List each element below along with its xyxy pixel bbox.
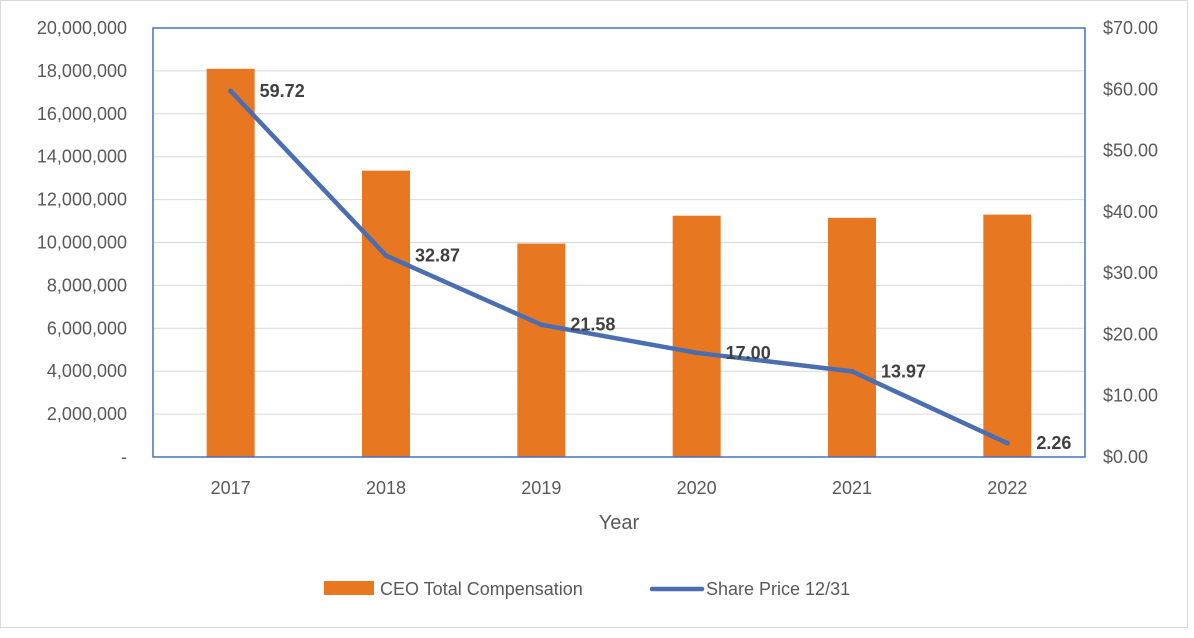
left-axis-tick-label: 14,000,000 <box>37 147 127 167</box>
line-point <box>849 368 855 374</box>
line-point <box>694 350 700 356</box>
left-axis-tick-label: 4,000,000 <box>47 361 127 381</box>
bar <box>983 214 1032 457</box>
x-axis-tick-label: 2017 <box>211 478 251 498</box>
right-axis-tick-label: $30.00 <box>1103 263 1158 283</box>
right-axis-tick-label: $0.00 <box>1103 447 1148 467</box>
bar-series <box>206 68 1032 457</box>
right-axis-tick-label: $10.00 <box>1103 386 1158 406</box>
bar <box>672 215 721 457</box>
data-label: 17.00 <box>726 343 771 363</box>
combo-chart: - 2,000,000 4,000,000 6,000,000 8,000,000 10,… <box>37 18 1158 599</box>
chart-container: - 2,000,000 4,000,000 6,000,000 8,000,000 10,… <box>0 0 1188 628</box>
left-axis-tick-label: 16,000,000 <box>37 104 127 124</box>
plot-frame <box>152 27 1086 458</box>
x-axis-ticks: 2017 2018 2019 2020 2021 2022 <box>211 478 1028 498</box>
data-label: 32.87 <box>415 246 460 266</box>
bar <box>362 170 410 457</box>
left-axis-tick-label: 20,000,000 <box>37 18 127 38</box>
line-series <box>228 88 1010 446</box>
right-axis-tick-label: $20.00 <box>1103 324 1158 344</box>
x-axis-title: Year <box>599 512 640 534</box>
x-axis-tick-label: 2019 <box>521 478 561 498</box>
x-axis-tick-label: 2018 <box>366 478 406 498</box>
right-axis-ticks: $0.00 $10.00 $20.00 $30.00 $40.00 $50.00 $60.0… <box>1103 18 1158 467</box>
right-axis-tick-label: $50.00 <box>1103 141 1158 161</box>
legend-label: CEO Total Compensation <box>380 579 583 599</box>
left-axis-tick-label: 12,000,000 <box>37 190 127 210</box>
line-point <box>228 88 234 94</box>
legend: CEO Total Compensation Share Price 12/31 <box>324 579 850 599</box>
data-label: 21.58 <box>570 315 615 335</box>
data-label: 13.97 <box>881 361 926 381</box>
right-axis-tick-label: $40.00 <box>1103 202 1158 222</box>
legend-label: Share Price 12/31 <box>706 579 850 599</box>
line-point <box>383 253 389 259</box>
left-axis-tick-label: 10,000,000 <box>37 233 127 253</box>
right-axis-tick-label: $60.00 <box>1103 79 1158 99</box>
x-axis-tick-label: 2021 <box>832 478 872 498</box>
left-axis-tick-label: 2,000,000 <box>47 404 127 424</box>
left-axis-tick-label: 18,000,000 <box>37 61 127 81</box>
bar <box>517 243 566 457</box>
right-axis-tick-label: $70.00 <box>1103 18 1158 38</box>
data-label: 2.26 <box>1036 433 1071 453</box>
left-axis-ticks: - 2,000,000 4,000,000 6,000,000 8,000,000 10,… <box>37 18 127 467</box>
bar <box>828 217 876 457</box>
x-axis-tick-label: 2022 <box>987 478 1027 498</box>
left-axis-tick-label: 6,000,000 <box>47 318 127 338</box>
left-axis-tick-label: 8,000,000 <box>47 275 127 295</box>
data-label: 59.72 <box>260 81 305 101</box>
legend-swatch-bar <box>324 581 374 595</box>
data-labels: 59.72 32.87 21.58 17.00 13.97 2.26 <box>260 81 1072 453</box>
x-axis-tick-label: 2020 <box>677 478 717 498</box>
bar <box>206 68 255 457</box>
left-axis-tick-label: - <box>121 447 127 467</box>
share-price-line <box>228 88 1010 446</box>
line-point <box>1004 440 1010 446</box>
line-point <box>538 322 544 328</box>
